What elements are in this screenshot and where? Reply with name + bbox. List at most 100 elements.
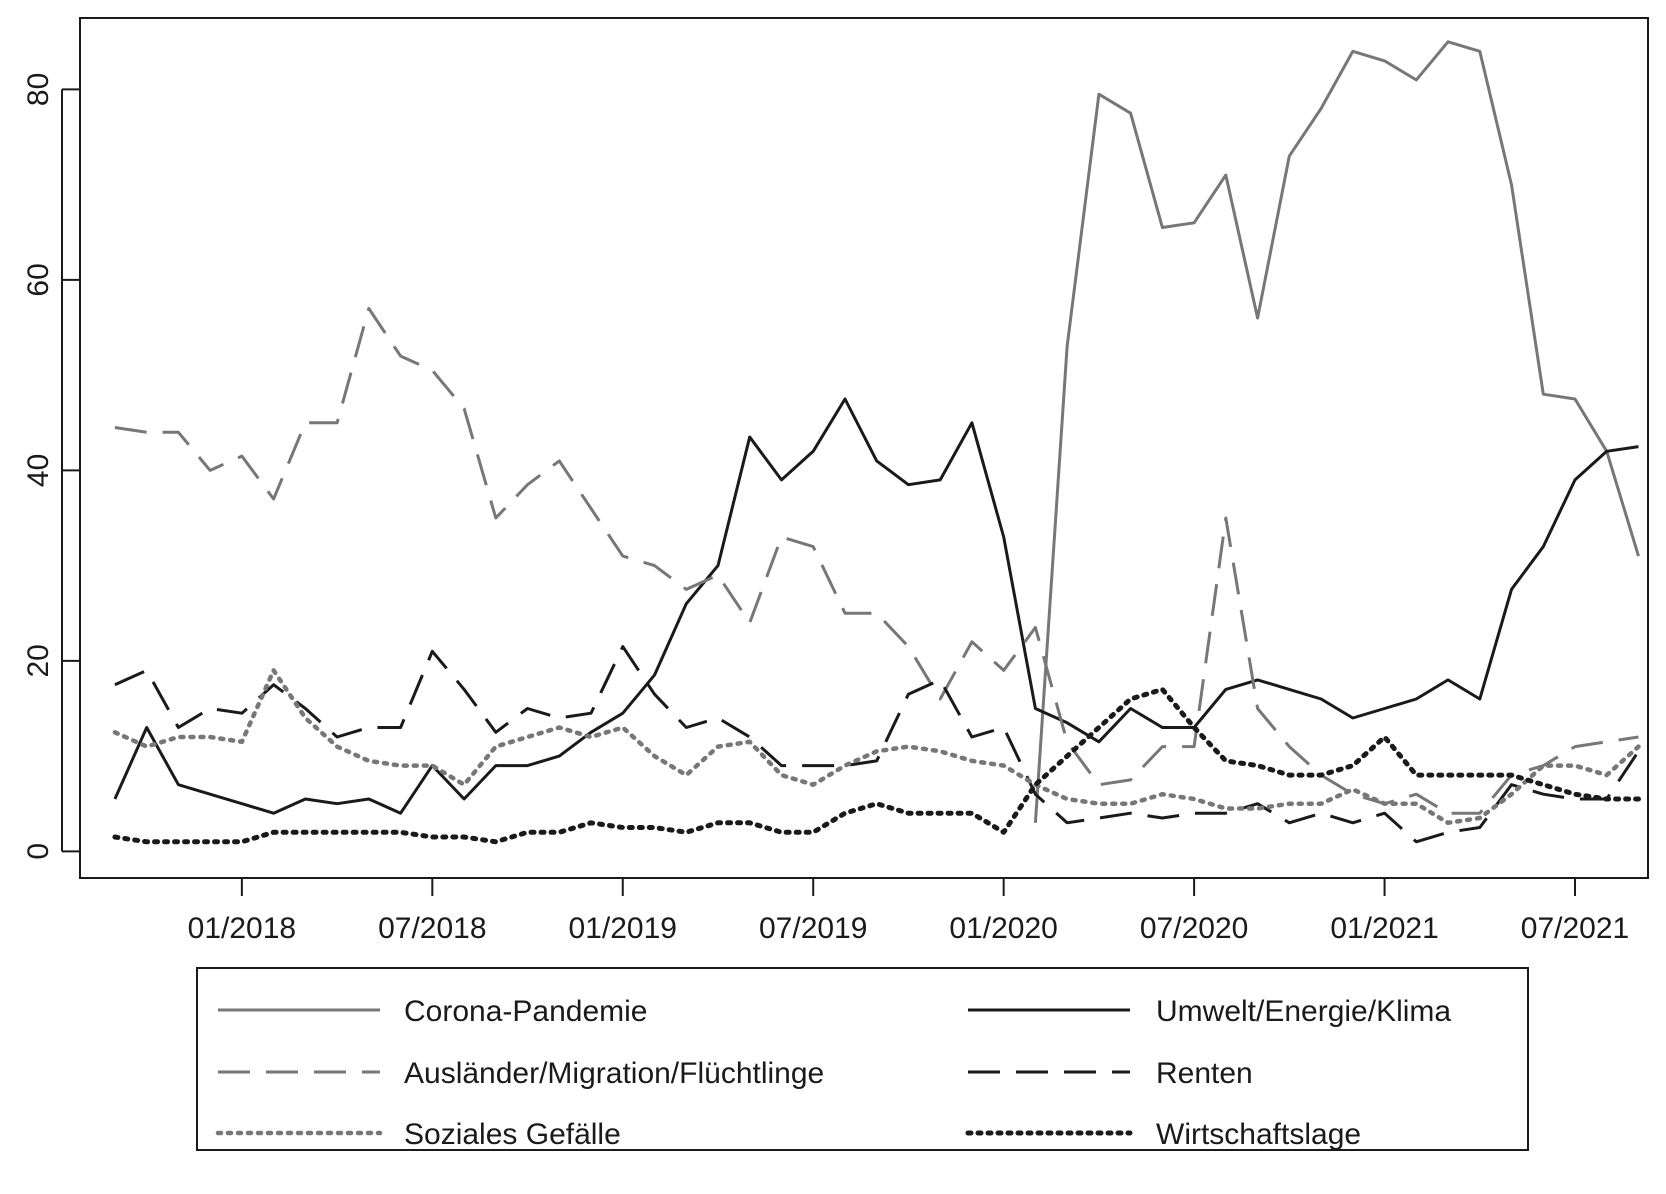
- data-point: [1543, 765, 1544, 766]
- data-point: [813, 451, 814, 452]
- data-point: [432, 837, 433, 838]
- data-point: [1098, 803, 1099, 804]
- data-point: [1225, 518, 1226, 519]
- data-point: [559, 727, 560, 728]
- legend-box: [196, 967, 1529, 1151]
- data-point: [337, 737, 338, 738]
- data-point: [781, 832, 782, 833]
- data-point: [971, 641, 972, 642]
- data-point: [622, 646, 623, 647]
- data-point: [495, 732, 496, 733]
- data-point: [559, 756, 560, 757]
- data-point: [1511, 184, 1512, 185]
- x-tick-label: 07/2020: [1140, 912, 1248, 945]
- y-tick-label: 0: [22, 843, 55, 860]
- data-point: [114, 837, 115, 838]
- data-point: [400, 727, 401, 728]
- data-point: [876, 613, 877, 614]
- data-point: [1575, 479, 1576, 480]
- data-point: [368, 760, 369, 761]
- data-point: [845, 613, 846, 614]
- data-point: [908, 694, 909, 695]
- data-point: [622, 827, 623, 828]
- data-point: [432, 651, 433, 652]
- data-point: [718, 746, 719, 747]
- data-point: [1067, 822, 1068, 823]
- data-point: [1448, 41, 1449, 42]
- data-point: [1416, 699, 1417, 700]
- data-point: [241, 841, 242, 842]
- data-point: [1321, 699, 1322, 700]
- data-point: [908, 484, 909, 485]
- data-point: [876, 751, 877, 752]
- data-point: [591, 737, 592, 738]
- data-point: [1575, 765, 1576, 766]
- data-point: [1225, 808, 1226, 809]
- data-point: [1448, 822, 1449, 823]
- data-point: [1003, 670, 1004, 671]
- data-point: [1067, 741, 1068, 742]
- data-point: [591, 822, 592, 823]
- y-tick-label: 20: [22, 644, 55, 677]
- data-point: [1098, 818, 1099, 819]
- legend-item: Umwelt/Energie/Klima: [968, 995, 1451, 1028]
- data-point: [1162, 689, 1163, 690]
- data-point: [273, 813, 274, 814]
- data-point: [1194, 813, 1195, 814]
- data-point: [241, 713, 242, 714]
- data-point: [1479, 51, 1480, 52]
- data-point: [1162, 794, 1163, 795]
- data-point: [1067, 799, 1068, 800]
- data-point: [559, 718, 560, 719]
- data-point: [686, 727, 687, 728]
- data-point: [464, 784, 465, 785]
- data-point: [1067, 346, 1068, 347]
- data-point: [114, 427, 115, 428]
- data-point: [527, 765, 528, 766]
- data-point: [337, 746, 338, 747]
- data-point: [1035, 708, 1036, 709]
- data-point: [368, 799, 369, 800]
- series-2: [114, 307, 1639, 815]
- data-point: [749, 822, 750, 823]
- data-point: [654, 756, 655, 757]
- series-line: [112, 668, 1641, 826]
- data-point: [845, 399, 846, 400]
- data-point: [1194, 727, 1195, 728]
- data-point: [1511, 784, 1512, 785]
- data-point: [464, 689, 465, 690]
- data-point: [114, 732, 115, 733]
- data-point: [1352, 794, 1353, 795]
- data-point: [1384, 803, 1385, 804]
- data-point: [1003, 727, 1004, 728]
- data-point: [527, 708, 528, 709]
- data-point: [1384, 737, 1385, 738]
- data-point: [1162, 727, 1163, 728]
- data-point: [1225, 175, 1226, 176]
- legend-label: Corona-Pandemie: [404, 995, 647, 1028]
- data-point: [1352, 51, 1353, 52]
- data-point: [749, 741, 750, 742]
- data-point: [146, 746, 147, 747]
- data-point: [1225, 813, 1226, 814]
- data-point: [1638, 746, 1639, 747]
- legend-item: Renten: [968, 1057, 1253, 1090]
- legend-label: Ausländer/Migration/Flüchtlinge: [404, 1057, 824, 1090]
- data-point: [622, 727, 623, 728]
- legend-label: Wirtschaftslage: [1156, 1118, 1361, 1151]
- data-point: [1416, 803, 1417, 804]
- data-point: [495, 746, 496, 747]
- data-point: [1606, 451, 1607, 452]
- x-tick-label: 01/2019: [569, 912, 677, 945]
- data-point: [718, 575, 719, 576]
- data-point: [813, 832, 814, 833]
- data-point: [1257, 803, 1258, 804]
- data-point: [1067, 756, 1068, 757]
- data-point: [1448, 813, 1449, 814]
- data-point: [876, 803, 877, 804]
- data-point: [305, 708, 306, 709]
- x-tick-label: 07/2018: [378, 912, 486, 945]
- data-point: [1225, 689, 1226, 690]
- data-point: [1638, 737, 1639, 738]
